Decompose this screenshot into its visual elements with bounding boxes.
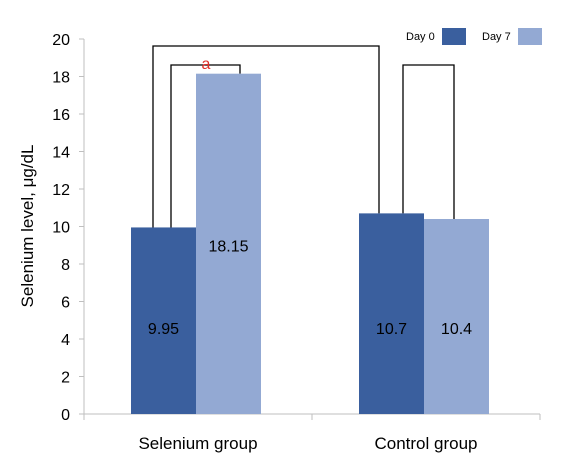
significance-annotation: a [202, 56, 211, 73]
y-tick-label: 20 [52, 32, 70, 49]
bar-day-0 [131, 227, 196, 414]
bars [131, 73, 489, 414]
legend: Day 0 Day 7 [406, 28, 542, 45]
x-category-label: Selenium group [138, 434, 257, 453]
y-tick-label: 14 [52, 145, 70, 162]
significance-bracket [152, 45, 380, 228]
bar-day-7 [196, 73, 261, 414]
y-axis-label: Selenium level, μg/dL [18, 145, 37, 308]
legend-swatch [518, 28, 542, 45]
significance-brackets: a [152, 45, 455, 228]
significance-bracket [402, 64, 455, 219]
bar-value-label: 10.4 [441, 321, 472, 338]
y-tick-label: 0 [61, 407, 70, 424]
data-labels: 9.95 18.15 10.7 10.4 [148, 238, 472, 338]
x-category-label: Control group [374, 434, 477, 453]
y-tick-label: 8 [61, 257, 70, 274]
significance-bracket [170, 64, 241, 228]
bar-day-0 [359, 213, 424, 414]
bar-value-label: 9.95 [148, 321, 179, 338]
y-tick-label: 12 [52, 182, 70, 199]
y-tick-label: 16 [52, 107, 70, 124]
y-tick-label: 4 [61, 332, 70, 349]
legend-swatch [442, 28, 466, 45]
bar-day-7 [424, 219, 489, 414]
bar-value-label: 18.15 [208, 238, 248, 255]
legend-label: Day 0 [406, 31, 435, 43]
y-tick-label: 10 [52, 220, 70, 237]
y-tick-label: 6 [61, 295, 70, 312]
axes: 0 2 4 6 8 10 12 14 16 18 20 Selenium group Control g… [52, 32, 541, 453]
bar-value-label: 10.7 [376, 321, 407, 338]
legend-label: Day 7 [482, 31, 511, 43]
y-tick-label: 18 [52, 70, 70, 87]
y-tick-label: 2 [61, 370, 70, 387]
